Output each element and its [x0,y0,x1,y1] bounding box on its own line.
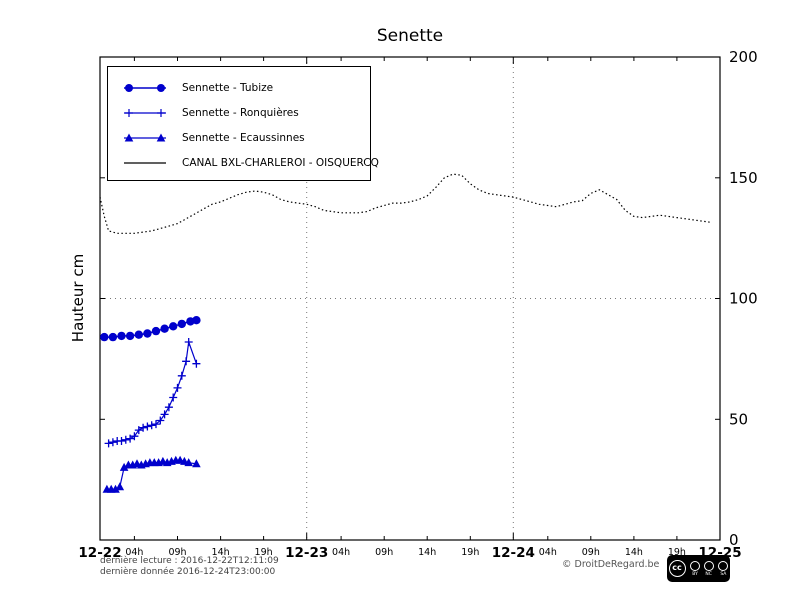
legend-label-ronquieres: Sennette - Ronquières [182,106,299,119]
copyright-link[interactable]: © DroitDeRegard.be [562,559,660,570]
legend: Sennette - Tubize Sennette - Ronquières … [107,66,379,181]
last-reading-text: dernière lecture : 2016-12-22T12:11:09 [100,556,279,566]
triangle-marker-icon [124,133,166,141]
y-tick-labels: 0 50 100 150 200 [729,48,758,549]
cc-nc-icon: NC [704,560,715,577]
y-axis-label: Hauteur cm [69,253,87,343]
legend-item-canal: CANAL BXL-CHARLEROI - OISQUERCQ [108,150,379,175]
svg-text:200: 200 [729,48,758,66]
legend-label-canal: CANAL BXL-CHARLEROI - OISQUERCQ [182,156,379,169]
cc-sa-icon: SA [718,560,729,577]
series-2 [102,455,201,493]
svg-text:0: 0 [729,531,739,549]
svg-text:14h: 14h [418,547,436,558]
svg-text:19h: 19h [668,547,686,558]
legend-item-tubize: Sennette - Tubize [108,75,370,100]
svg-text:04h: 04h [332,547,350,558]
cc-icon: cc [668,560,686,577]
svg-text:100: 100 [729,290,758,308]
chart-title: Senette [376,26,444,46]
svg-text:14h: 14h [625,547,643,558]
svg-text:150: 150 [729,169,758,187]
svg-text:04h: 04h [125,547,143,558]
axis-ticks [99,56,721,541]
svg-text:12-22: 12-22 [78,545,121,561]
x-tick-labels: 04h 09h 14h 19h 04h 09h 14h 19h 04h 09h 14h 19h 12-2… [78,545,741,561]
cc-license-badge[interactable]: cc BY NC SA [667,555,730,582]
series-3 [99,173,712,234]
series-0 [100,316,201,342]
last-data-text: dernière donnée 2016-12-24T23:00:00 [100,567,276,577]
svg-text:09h: 09h [168,547,186,558]
line-marker-icon [124,161,166,164]
svg-text:19h: 19h [461,547,479,558]
svg-text:04h: 04h [539,547,557,558]
svg-text:19h: 19h [255,547,273,558]
svg-text:09h: 09h [582,547,600,558]
svg-text:12-23: 12-23 [285,545,328,561]
svg-text:12-24: 12-24 [492,545,535,561]
legend-label-ecaussinnes: Sennette - Ecaussinnes [182,131,305,144]
svg-text:09h: 09h [375,547,393,558]
svg-text:14h: 14h [212,547,230,558]
svg-text:50: 50 [729,410,748,428]
cc-terms: BY NC SA [690,560,729,577]
legend-item-ronquieres: Sennette - Ronquières [108,100,370,125]
cc-by-icon: BY [690,560,701,577]
plus-marker-icon [124,108,166,117]
legend-label-tubize: Sennette - Tubize [182,81,274,94]
series-1 [104,338,201,448]
circle-marker-icon [124,83,166,92]
legend-item-ecaussinnes: Sennette - Ecaussinnes [108,125,370,150]
